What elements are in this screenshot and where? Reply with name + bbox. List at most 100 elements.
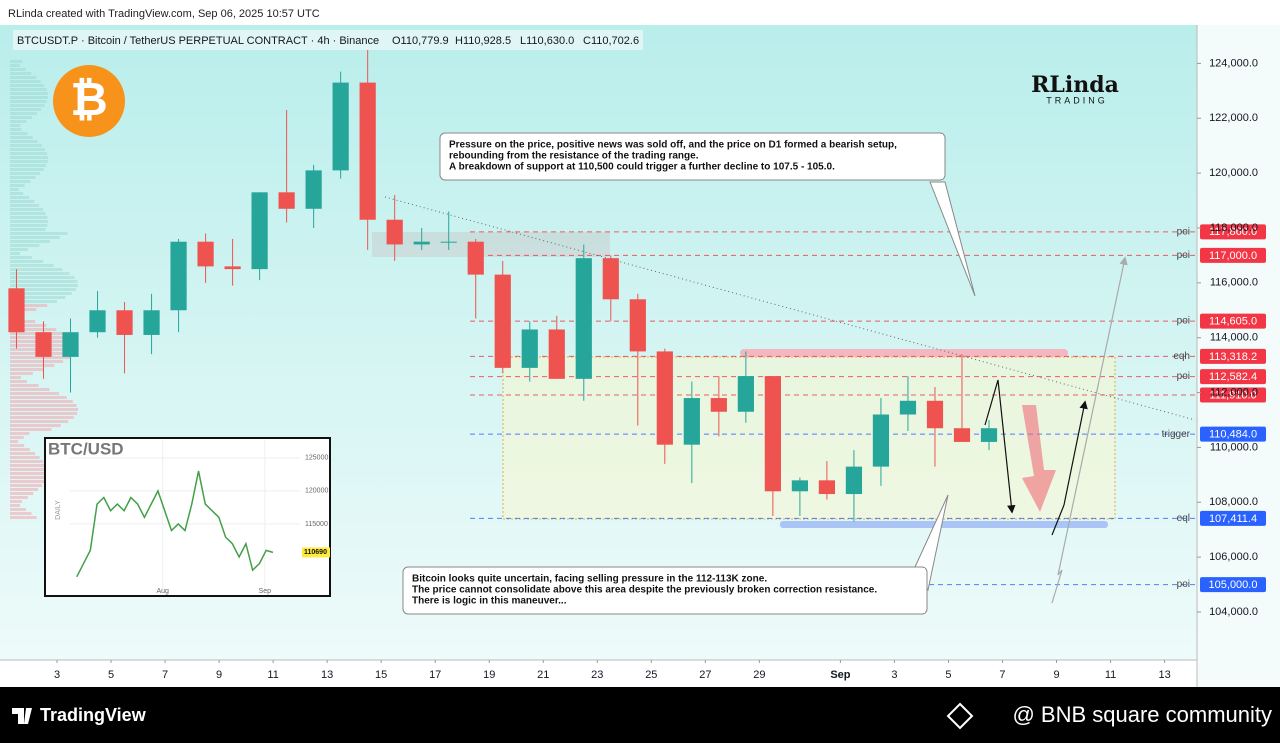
candle-body [89, 310, 106, 333]
level-label-bg [1200, 510, 1266, 526]
profile-bar [10, 152, 48, 155]
level-tag: eql [1177, 513, 1190, 524]
x-tick-label: 13 [321, 669, 333, 681]
x-tick-label: 25 [645, 669, 657, 681]
projection-arrow [1051, 256, 1128, 604]
callout-cover [887, 568, 925, 613]
candle-body [278, 192, 295, 209]
profile-bar [10, 408, 78, 411]
profile-bar [10, 292, 72, 295]
profile-bar [10, 284, 78, 287]
profile-bar [10, 92, 48, 95]
tv-icon [12, 708, 32, 724]
symbol: BTCUSDT.P · Bitcoin / TetherUS PERPETUAL… [17, 35, 379, 47]
legend-bg [13, 30, 643, 50]
y-tick-label: 118,000.0 [1210, 222, 1258, 234]
zone [372, 232, 610, 257]
level-tag: poi [1177, 371, 1190, 382]
profile-bar [10, 504, 21, 507]
profile-bar [10, 512, 32, 515]
profile-bar [10, 264, 54, 267]
candle-body [413, 241, 430, 245]
candle-body [629, 299, 646, 352]
profile-bar [10, 328, 57, 331]
candle-body [683, 398, 700, 445]
x-tick-label: 5 [108, 669, 114, 681]
candle-body [62, 332, 79, 357]
profile-bar [10, 88, 47, 91]
candle-body [818, 480, 836, 495]
callout-text: A breakdown of support at 110,500 could … [449, 162, 835, 173]
level-label: 117,860.0 [1209, 226, 1257, 238]
x-tick-label: 27 [699, 669, 711, 681]
x-tick-label: 29 [753, 669, 765, 681]
footer-brand: TradingView [40, 705, 147, 725]
x-tick-label: 7 [162, 669, 168, 681]
profile-bar [10, 188, 19, 191]
y-tick-label: 122,000.0 [1209, 112, 1258, 124]
x-tick-label: Sep [830, 669, 850, 681]
profile-bar [10, 288, 76, 291]
candle-body [359, 82, 376, 220]
profile-bar [10, 368, 45, 371]
profile-bar [10, 356, 71, 359]
inset-x-label: Sep [259, 588, 272, 595]
profile-bar [10, 136, 33, 139]
profile-bar [10, 500, 22, 503]
profile-bar [10, 128, 22, 131]
candle-body [197, 241, 214, 267]
profile-bar [10, 148, 45, 151]
candle-body [332, 82, 349, 171]
candle-body [305, 170, 322, 209]
profile-bar [10, 412, 78, 415]
level-tag: poi [1177, 250, 1190, 261]
callout-text: There is logic in this maneuver... [412, 596, 567, 607]
profile-bar [10, 216, 48, 219]
profile-bar [10, 444, 25, 447]
projection-arrow [984, 379, 1016, 514]
profile-bar [10, 60, 23, 63]
level-label: 110,484.0 [1209, 429, 1257, 441]
profile-bar [10, 144, 42, 147]
profile-bar [10, 72, 32, 75]
y-tick-label: 104,000.0 [1209, 606, 1258, 618]
candle-body [791, 480, 808, 492]
profile-bar [10, 76, 37, 79]
top-bar [0, 0, 1280, 25]
candle-body [602, 258, 619, 300]
inset-chart: BTC/USD DAILY 115000 120000 125000 Aug Sep 1106… [44, 437, 331, 597]
candle-body [899, 400, 917, 415]
profile-bar [10, 232, 68, 235]
level-label-bg [1200, 426, 1266, 442]
level-tag: trigger [1162, 429, 1191, 440]
levels: 117,860.0 poi 117,000.0 poi 114,605.0 poi 113,… [470, 224, 1266, 593]
bnb-icon [946, 702, 974, 730]
x-tick-label: 23 [591, 669, 603, 681]
profile-bar [10, 360, 64, 363]
candle-body [575, 258, 592, 379]
candle-body [143, 310, 160, 335]
footer-community: @ BNB square community [1012, 702, 1272, 727]
ohlc: L110,630.0 [520, 35, 574, 47]
y-tick-label: 112,000.0 [1210, 386, 1258, 398]
inset-y-label: 120000 [305, 488, 328, 495]
level-label: 105,000.0 [1209, 579, 1258, 591]
level-tag: poi [1177, 316, 1190, 327]
profile-bar [10, 440, 19, 443]
profile-bar [10, 96, 48, 99]
x-tick-label: 17 [429, 669, 441, 681]
inset-timeframe: DAILY [55, 500, 62, 520]
author-line: RLinda created with TradingView.com, Sep… [8, 8, 320, 20]
profile-bar [10, 464, 47, 467]
profile-bar [10, 100, 47, 103]
callout-cover [905, 134, 943, 179]
candle-body [35, 332, 52, 357]
x-tick-label: 3 [54, 669, 60, 681]
level-label: 111,910.0 [1209, 389, 1256, 401]
level-tag: poi [1177, 579, 1190, 590]
profile-bar [10, 436, 24, 439]
candle-body [8, 288, 25, 333]
level-label-bg [1200, 387, 1266, 403]
profile-bar [10, 424, 61, 427]
candle-body [953, 428, 971, 442]
